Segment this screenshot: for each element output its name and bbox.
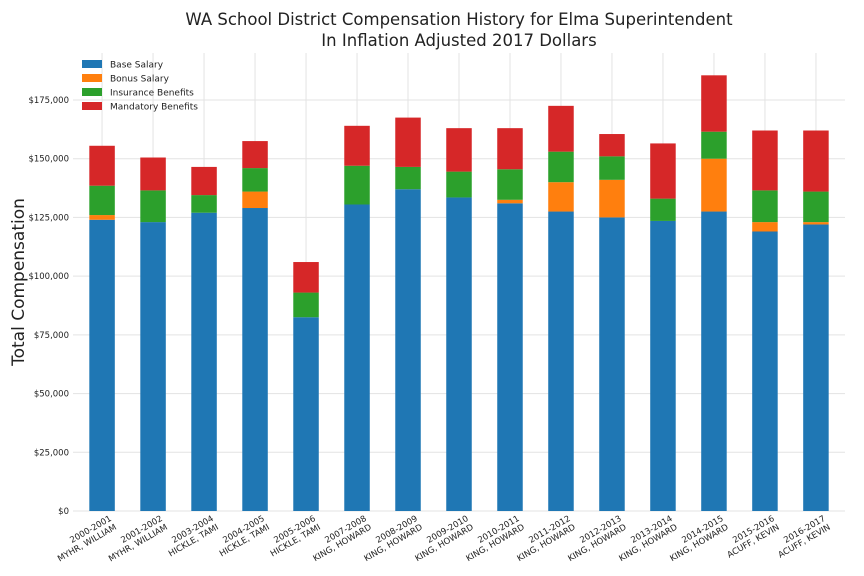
bar-segment — [191, 212, 217, 511]
y-tick-label: $150,000 — [28, 155, 69, 165]
bar-segment — [599, 217, 625, 511]
bar-segment — [752, 222, 778, 232]
bar-segment — [242, 191, 268, 209]
bar-segment — [650, 198, 676, 221]
bar-segment — [89, 145, 115, 186]
bar-segment — [599, 134, 625, 157]
bar-segment — [752, 190, 778, 223]
bar-segment — [191, 166, 217, 196]
bar-segment — [548, 105, 574, 152]
bar-segment — [701, 75, 727, 132]
bar-segment — [701, 211, 727, 512]
bar-segment — [803, 222, 829, 225]
legend-swatch — [82, 88, 102, 96]
bar-segment — [344, 165, 370, 205]
bar-segment — [497, 169, 523, 200]
bar-segment — [395, 166, 421, 190]
bar-segment — [89, 219, 115, 511]
y-tick-label: $25,000 — [34, 448, 69, 458]
y-tick-label: $0 — [58, 507, 69, 517]
bar-segment — [293, 317, 319, 511]
y-axis: $0 $25,000 $50,000 $75,000 $100,000 $125,000 $… — [28, 96, 69, 517]
bar-segment — [599, 179, 625, 218]
bar-segment — [548, 151, 574, 183]
y-tick-label: $75,000 — [34, 331, 69, 341]
legend-swatch — [82, 102, 102, 110]
bars-group — [89, 75, 829, 512]
chart-title: WA School District Compensation History … — [185, 10, 733, 29]
y-tick-label: $125,000 — [28, 213, 69, 223]
chart-subtitle: In Inflation Adjusted 2017 Dollars — [321, 31, 596, 50]
bar-segment — [548, 182, 574, 212]
bar-segment — [446, 128, 472, 172]
bar-segment — [344, 125, 370, 166]
bar-segment — [650, 143, 676, 199]
bar-segment — [89, 215, 115, 220]
legend-swatch — [82, 60, 102, 68]
legend-label: Mandatory Benefits — [110, 103, 198, 113]
y-tick-label: $175,000 — [28, 96, 69, 106]
bar-segment — [650, 220, 676, 511]
bar-segment — [242, 141, 268, 169]
bar-segment — [344, 204, 370, 511]
bar-segment — [140, 190, 166, 223]
bar-segment — [752, 130, 778, 191]
legend-label: Bonus Salary — [110, 75, 170, 85]
bar-segment — [242, 208, 268, 511]
bar-segment — [89, 185, 115, 216]
bar-segment — [752, 231, 778, 511]
bar-segment — [701, 158, 727, 212]
legend-swatch — [82, 74, 102, 82]
bar-segment — [803, 191, 829, 223]
bar-segment — [293, 262, 319, 293]
y-tick-label: $100,000 — [28, 272, 69, 282]
bar-segment — [242, 168, 268, 192]
y-axis-label: Total Compensation — [9, 198, 29, 367]
bar-segment — [599, 156, 625, 180]
y-tick-label: $50,000 — [34, 390, 69, 400]
bar-segment — [497, 203, 523, 512]
legend-label: Base Salary — [110, 61, 164, 71]
bar-segment — [701, 131, 727, 159]
bar-segment — [293, 292, 319, 318]
bar-segment — [497, 128, 523, 170]
bar-segment — [191, 195, 217, 213]
bar-segment — [803, 130, 829, 192]
bar-segment — [395, 117, 421, 167]
bar-segment — [803, 224, 829, 511]
bar-segment — [548, 211, 574, 512]
bar-segment — [446, 171, 472, 198]
legend: Base Salary Bonus Salary Insurance Benefit… — [82, 60, 198, 113]
bar-segment — [140, 157, 166, 191]
bar-segment — [446, 197, 472, 511]
bar-segment — [497, 199, 523, 204]
bar-segment — [140, 222, 166, 511]
bar-segment — [395, 189, 421, 511]
legend-label: Insurance Benefits — [110, 89, 194, 99]
